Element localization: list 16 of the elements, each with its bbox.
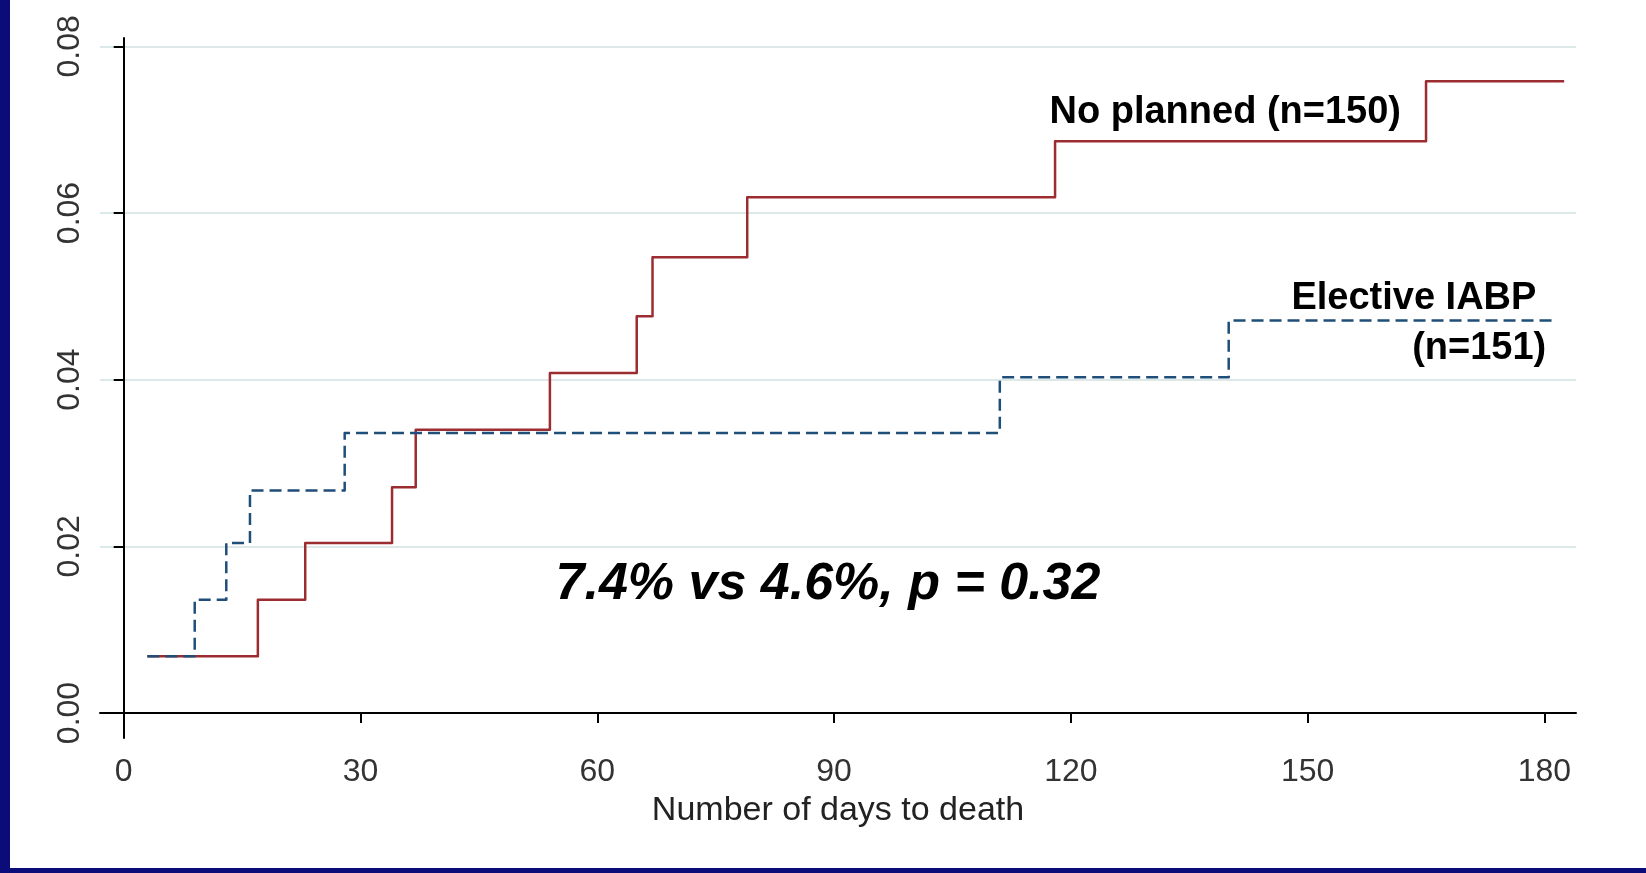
x-tick-label: 30: [342, 752, 379, 788]
y-tick-label: 0.00: [50, 681, 86, 745]
x-tick-label: 180: [1517, 752, 1572, 788]
x-tick-label: 150: [1280, 752, 1335, 788]
annotation: 7.4% vs 4.6%, p = 0.32: [555, 552, 1101, 610]
y-tick-label: 0.02: [50, 515, 86, 578]
y-tick-label: 0.06: [50, 181, 86, 245]
x-tick-label: 60: [579, 752, 616, 788]
x-axis-title: Number of days to death: [651, 788, 1025, 827]
series-label: Elective IABP (n=151): [1291, 274, 1547, 367]
series-label: No planned (n=150): [1049, 89, 1402, 132]
x-tick-label: 0: [114, 752, 133, 788]
x-tick-label: 120: [1044, 752, 1098, 788]
y-tick-label: 0.04: [50, 348, 86, 411]
x-tick-label: 90: [816, 752, 852, 788]
y-tick-label: 0.08: [50, 15, 86, 78]
